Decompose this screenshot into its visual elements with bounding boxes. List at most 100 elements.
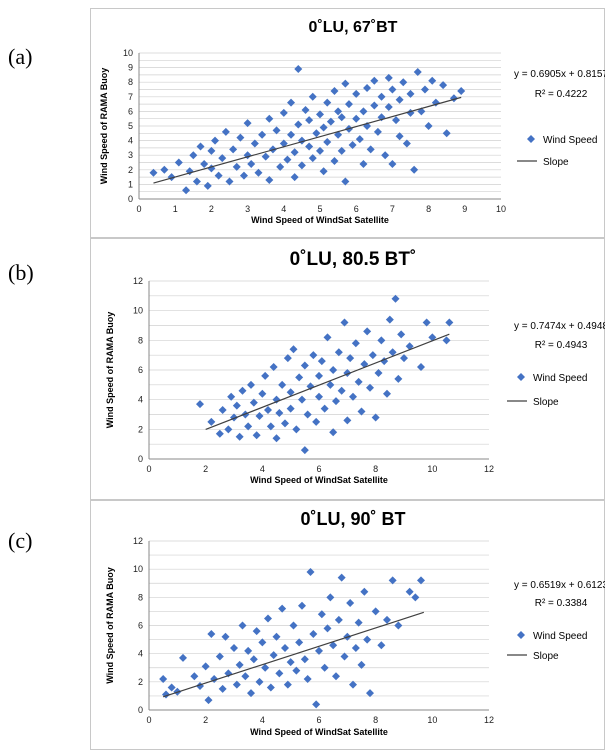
data-point xyxy=(235,660,244,669)
data-point xyxy=(384,103,393,112)
data-point xyxy=(160,165,169,174)
chart-title: 0˚LU, 80.5 BT˚ xyxy=(290,249,417,270)
data-point xyxy=(230,644,238,653)
data-point xyxy=(281,644,289,653)
x-tick-label: 4 xyxy=(260,715,265,725)
data-point xyxy=(370,76,379,85)
data-point xyxy=(272,126,281,135)
data-point xyxy=(266,683,275,692)
data-point xyxy=(292,666,301,675)
data-point xyxy=(337,146,346,155)
data-point xyxy=(341,79,350,88)
data-point xyxy=(374,368,383,377)
data-point xyxy=(366,145,375,154)
x-tick-label: 4 xyxy=(260,464,265,474)
data-point xyxy=(210,675,219,684)
x-tick-label: 0 xyxy=(146,715,151,725)
data-point xyxy=(395,132,404,141)
data-point xyxy=(332,397,340,406)
y-axis-title: Wind Speed of RAMA Buoy xyxy=(105,567,115,684)
data-point xyxy=(384,73,393,82)
legend-label-slope: Slope xyxy=(533,397,559,408)
data-point xyxy=(357,407,366,416)
data-point xyxy=(207,146,216,155)
data-point xyxy=(326,117,335,126)
data-point xyxy=(351,644,360,653)
trendline-equation: y = 0.6905x + 0.8157 xyxy=(514,69,605,80)
data-point xyxy=(185,167,194,176)
data-point xyxy=(258,389,267,398)
legend-label-wind-speed: Wind Speed xyxy=(533,631,587,642)
data-point xyxy=(230,413,238,422)
y-tick-label: 4 xyxy=(138,649,143,659)
data-point xyxy=(457,86,466,95)
data-point xyxy=(357,660,366,669)
data-point xyxy=(332,672,340,681)
data-point xyxy=(388,159,397,168)
data-point xyxy=(201,662,210,671)
data-point xyxy=(261,152,270,161)
data-point xyxy=(359,107,368,116)
data-point xyxy=(351,339,360,348)
y-axis-title: Wind Speed of RAMA Buoy xyxy=(105,312,115,429)
data-point xyxy=(255,411,264,420)
data-point xyxy=(337,386,346,395)
data-point xyxy=(354,377,363,386)
data-point xyxy=(323,138,332,147)
data-point xyxy=(402,139,411,148)
data-point xyxy=(218,406,227,415)
data-point xyxy=(227,392,236,401)
data-point xyxy=(258,130,267,139)
data-point xyxy=(428,76,437,85)
x-tick-label: 2 xyxy=(203,464,208,474)
x-tick-label: 6 xyxy=(316,715,321,725)
data-point xyxy=(326,380,335,389)
data-point xyxy=(399,78,408,87)
data-point xyxy=(221,127,230,136)
data-point xyxy=(312,417,321,426)
data-point xyxy=(343,368,352,377)
data-point xyxy=(292,425,301,434)
data-point xyxy=(196,142,205,151)
data-point xyxy=(286,658,295,667)
data-point xyxy=(329,366,338,374)
chart-panel-c: 0˚LU, 90˚ BT 0 2 4 6 8 10 12 0 2 4 6 8 10 12 Wind Speed… xyxy=(90,500,605,750)
data-point xyxy=(320,404,329,413)
data-point xyxy=(279,108,288,117)
data-point xyxy=(348,140,357,149)
x-tick-label: 8 xyxy=(426,204,431,214)
data-point xyxy=(283,680,292,689)
data-point xyxy=(445,318,454,327)
legend-marker-wind-speed xyxy=(517,373,525,381)
data-point xyxy=(381,151,390,160)
legend-label-wind-speed: Wind Speed xyxy=(543,135,597,146)
data-point xyxy=(355,135,364,144)
data-point xyxy=(363,635,372,644)
data-point xyxy=(442,336,451,345)
data-point xyxy=(218,154,227,163)
data-point xyxy=(286,388,295,397)
scatter-chart-c: 0˚LU, 90˚ BT 0 2 4 6 8 10 12 0 2 4 6 8 10 12 Wind Speed… xyxy=(105,509,605,737)
data-point xyxy=(315,646,323,655)
data-point xyxy=(300,655,309,664)
data-point xyxy=(370,101,379,110)
data-point xyxy=(204,696,213,705)
x-tick-label: 8 xyxy=(373,464,378,474)
data-point xyxy=(383,615,391,624)
data-point xyxy=(388,576,397,585)
trendline xyxy=(153,96,462,184)
data-point xyxy=(303,675,312,684)
x-tick-label: 12 xyxy=(484,715,494,725)
data-point xyxy=(278,604,287,613)
legend-marker-wind-speed xyxy=(517,631,525,639)
data-point xyxy=(269,363,278,372)
y-tick-label: 2 xyxy=(128,165,133,175)
chart-panel-a: 0˚LU, 67˚BT 0 1 2 3 4 5 6 7 8 9 10 0 1 2 3 4 5 6 7 8 9 10 Wind … xyxy=(90,8,605,238)
data-point xyxy=(238,621,247,630)
data-point xyxy=(276,162,285,171)
data-point xyxy=(301,105,310,114)
data-point xyxy=(243,119,252,128)
data-point xyxy=(340,318,349,327)
data-point xyxy=(417,363,425,372)
data-point xyxy=(428,333,437,342)
